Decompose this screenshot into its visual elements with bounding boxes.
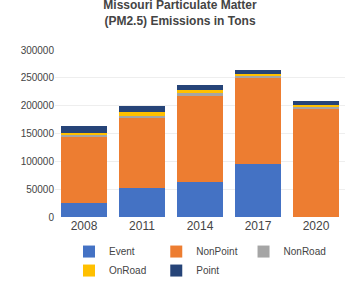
- svg-text:NonPoint: NonPoint: [196, 246, 237, 257]
- svg-text:Event: Event: [109, 246, 135, 257]
- svg-text:200000: 200000: [21, 100, 55, 111]
- svg-text:2020: 2020: [303, 219, 330, 233]
- svg-text:Point: Point: [196, 265, 219, 276]
- svg-text:OnRoad: OnRoad: [109, 265, 146, 276]
- svg-text:300000: 300000: [21, 45, 55, 56]
- svg-text:2008: 2008: [71, 219, 98, 233]
- svg-text:NonRoad: NonRoad: [284, 246, 326, 257]
- svg-text:250000: 250000: [21, 72, 55, 83]
- svg-text:50000: 50000: [26, 184, 54, 195]
- svg-text:2011: 2011: [129, 219, 155, 233]
- svg-text:2017: 2017: [245, 219, 272, 233]
- svg-text:Missouri Particulate Matter(PM: Missouri Particulate Matter(PM2.5) Emiss…: [103, 0, 257, 28]
- svg-text:2014: 2014: [187, 219, 214, 233]
- svg-text:100000: 100000: [21, 156, 55, 167]
- svg-text:150000: 150000: [21, 128, 55, 139]
- svg-text:0: 0: [48, 212, 54, 223]
